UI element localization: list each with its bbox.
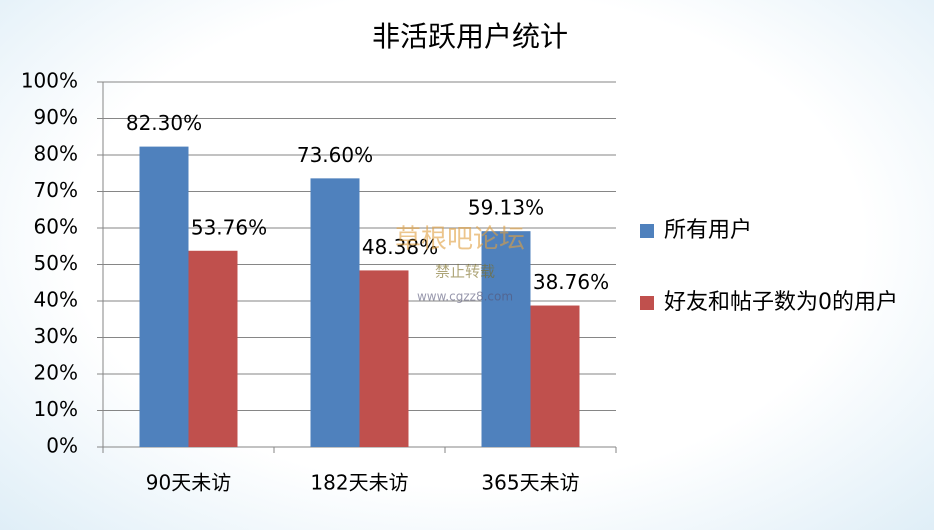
- bar: [359, 270, 409, 447]
- data-label: 73.60%: [297, 143, 373, 167]
- y-tick-label: 0%: [46, 434, 78, 458]
- y-tick-label: 70%: [34, 178, 78, 202]
- legend-label: 所有用户: [664, 218, 753, 243]
- data-label: 53.76%: [191, 215, 267, 239]
- bar: [139, 146, 189, 448]
- y-tick-label: 40%: [34, 288, 78, 312]
- y-tick-label: 60%: [34, 215, 78, 239]
- legend-item: 好友和帖子数为0的用户: [640, 286, 920, 320]
- bar: [530, 305, 580, 447]
- data-label: 82.30%: [126, 111, 202, 135]
- x-tick-label: 182天未访: [310, 471, 408, 495]
- y-tick-label: 20%: [34, 361, 78, 385]
- y-tick-label: 80%: [34, 142, 78, 166]
- legend-swatch: [640, 224, 654, 238]
- data-label: 48.38%: [362, 235, 438, 259]
- y-tick-label: 90%: [34, 105, 78, 129]
- data-label: 59.13%: [468, 196, 544, 220]
- y-tick-label: 50%: [34, 251, 78, 275]
- chart-title: 非活跃用户统计: [372, 20, 568, 53]
- watermark: www.cgzz8.com: [417, 290, 513, 304]
- watermark: 禁止转载: [435, 263, 495, 281]
- legend-item: 所有用户: [640, 214, 920, 248]
- y-tick-label: 100%: [21, 69, 78, 93]
- bar: [188, 250, 238, 447]
- legend-label: 好友和帖子数为0的用户: [664, 290, 898, 315]
- watermark: 草根吧论坛: [395, 225, 525, 255]
- y-tick-label: 30%: [34, 324, 78, 348]
- y-tick-label: 10%: [34, 397, 78, 421]
- data-label: 38.76%: [533, 270, 609, 294]
- x-tick-label: 365天未访: [481, 471, 579, 495]
- bar: [310, 178, 360, 448]
- bar: [481, 231, 531, 447]
- x-tick-label: 90天未访: [146, 471, 231, 495]
- legend-swatch: [640, 296, 654, 310]
